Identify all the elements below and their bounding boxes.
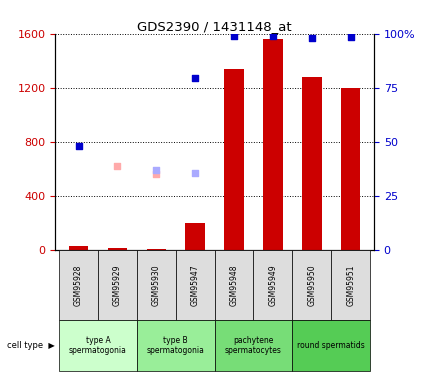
- Point: [231, 33, 238, 39]
- Text: type B
spermatogonia: type B spermatogonia: [147, 336, 205, 356]
- Bar: [341, 88, 360, 250]
- Text: GSM95928: GSM95928: [74, 264, 83, 306]
- FancyBboxPatch shape: [137, 250, 176, 320]
- Bar: [185, 223, 205, 250]
- Text: GSM95948: GSM95948: [230, 264, 238, 306]
- Bar: [224, 69, 244, 250]
- FancyBboxPatch shape: [253, 250, 292, 320]
- Point: [309, 35, 315, 41]
- Point: [269, 33, 276, 39]
- Bar: [147, 249, 166, 250]
- Point: [192, 170, 198, 176]
- Text: round spermatids: round spermatids: [298, 341, 365, 350]
- FancyBboxPatch shape: [137, 320, 215, 371]
- Bar: [263, 39, 283, 250]
- FancyBboxPatch shape: [292, 320, 370, 371]
- Point: [192, 75, 198, 81]
- Text: GSM95929: GSM95929: [113, 264, 122, 306]
- Text: GSM95930: GSM95930: [152, 264, 161, 306]
- FancyBboxPatch shape: [331, 250, 370, 320]
- Bar: [108, 248, 127, 250]
- Text: GSM95947: GSM95947: [191, 264, 200, 306]
- Text: GSM95949: GSM95949: [269, 264, 278, 306]
- Text: GSM95951: GSM95951: [346, 264, 355, 306]
- Title: GDS2390 / 1431148_at: GDS2390 / 1431148_at: [137, 20, 292, 33]
- Point: [153, 171, 160, 177]
- Point: [347, 34, 354, 40]
- FancyBboxPatch shape: [59, 250, 98, 320]
- FancyBboxPatch shape: [98, 250, 137, 320]
- Text: type A
spermatogonia: type A spermatogonia: [69, 336, 127, 356]
- FancyBboxPatch shape: [215, 320, 292, 371]
- Point: [75, 143, 82, 149]
- Point: [114, 163, 121, 169]
- Text: pachytene
spermatocytes: pachytene spermatocytes: [225, 336, 282, 356]
- FancyBboxPatch shape: [292, 250, 331, 320]
- FancyBboxPatch shape: [176, 250, 215, 320]
- Bar: [302, 77, 322, 250]
- Text: cell type  ▶: cell type ▶: [7, 341, 55, 350]
- Bar: [69, 246, 88, 250]
- FancyBboxPatch shape: [215, 250, 253, 320]
- FancyBboxPatch shape: [59, 320, 137, 371]
- Text: GSM95950: GSM95950: [307, 264, 316, 306]
- Point: [153, 167, 160, 173]
